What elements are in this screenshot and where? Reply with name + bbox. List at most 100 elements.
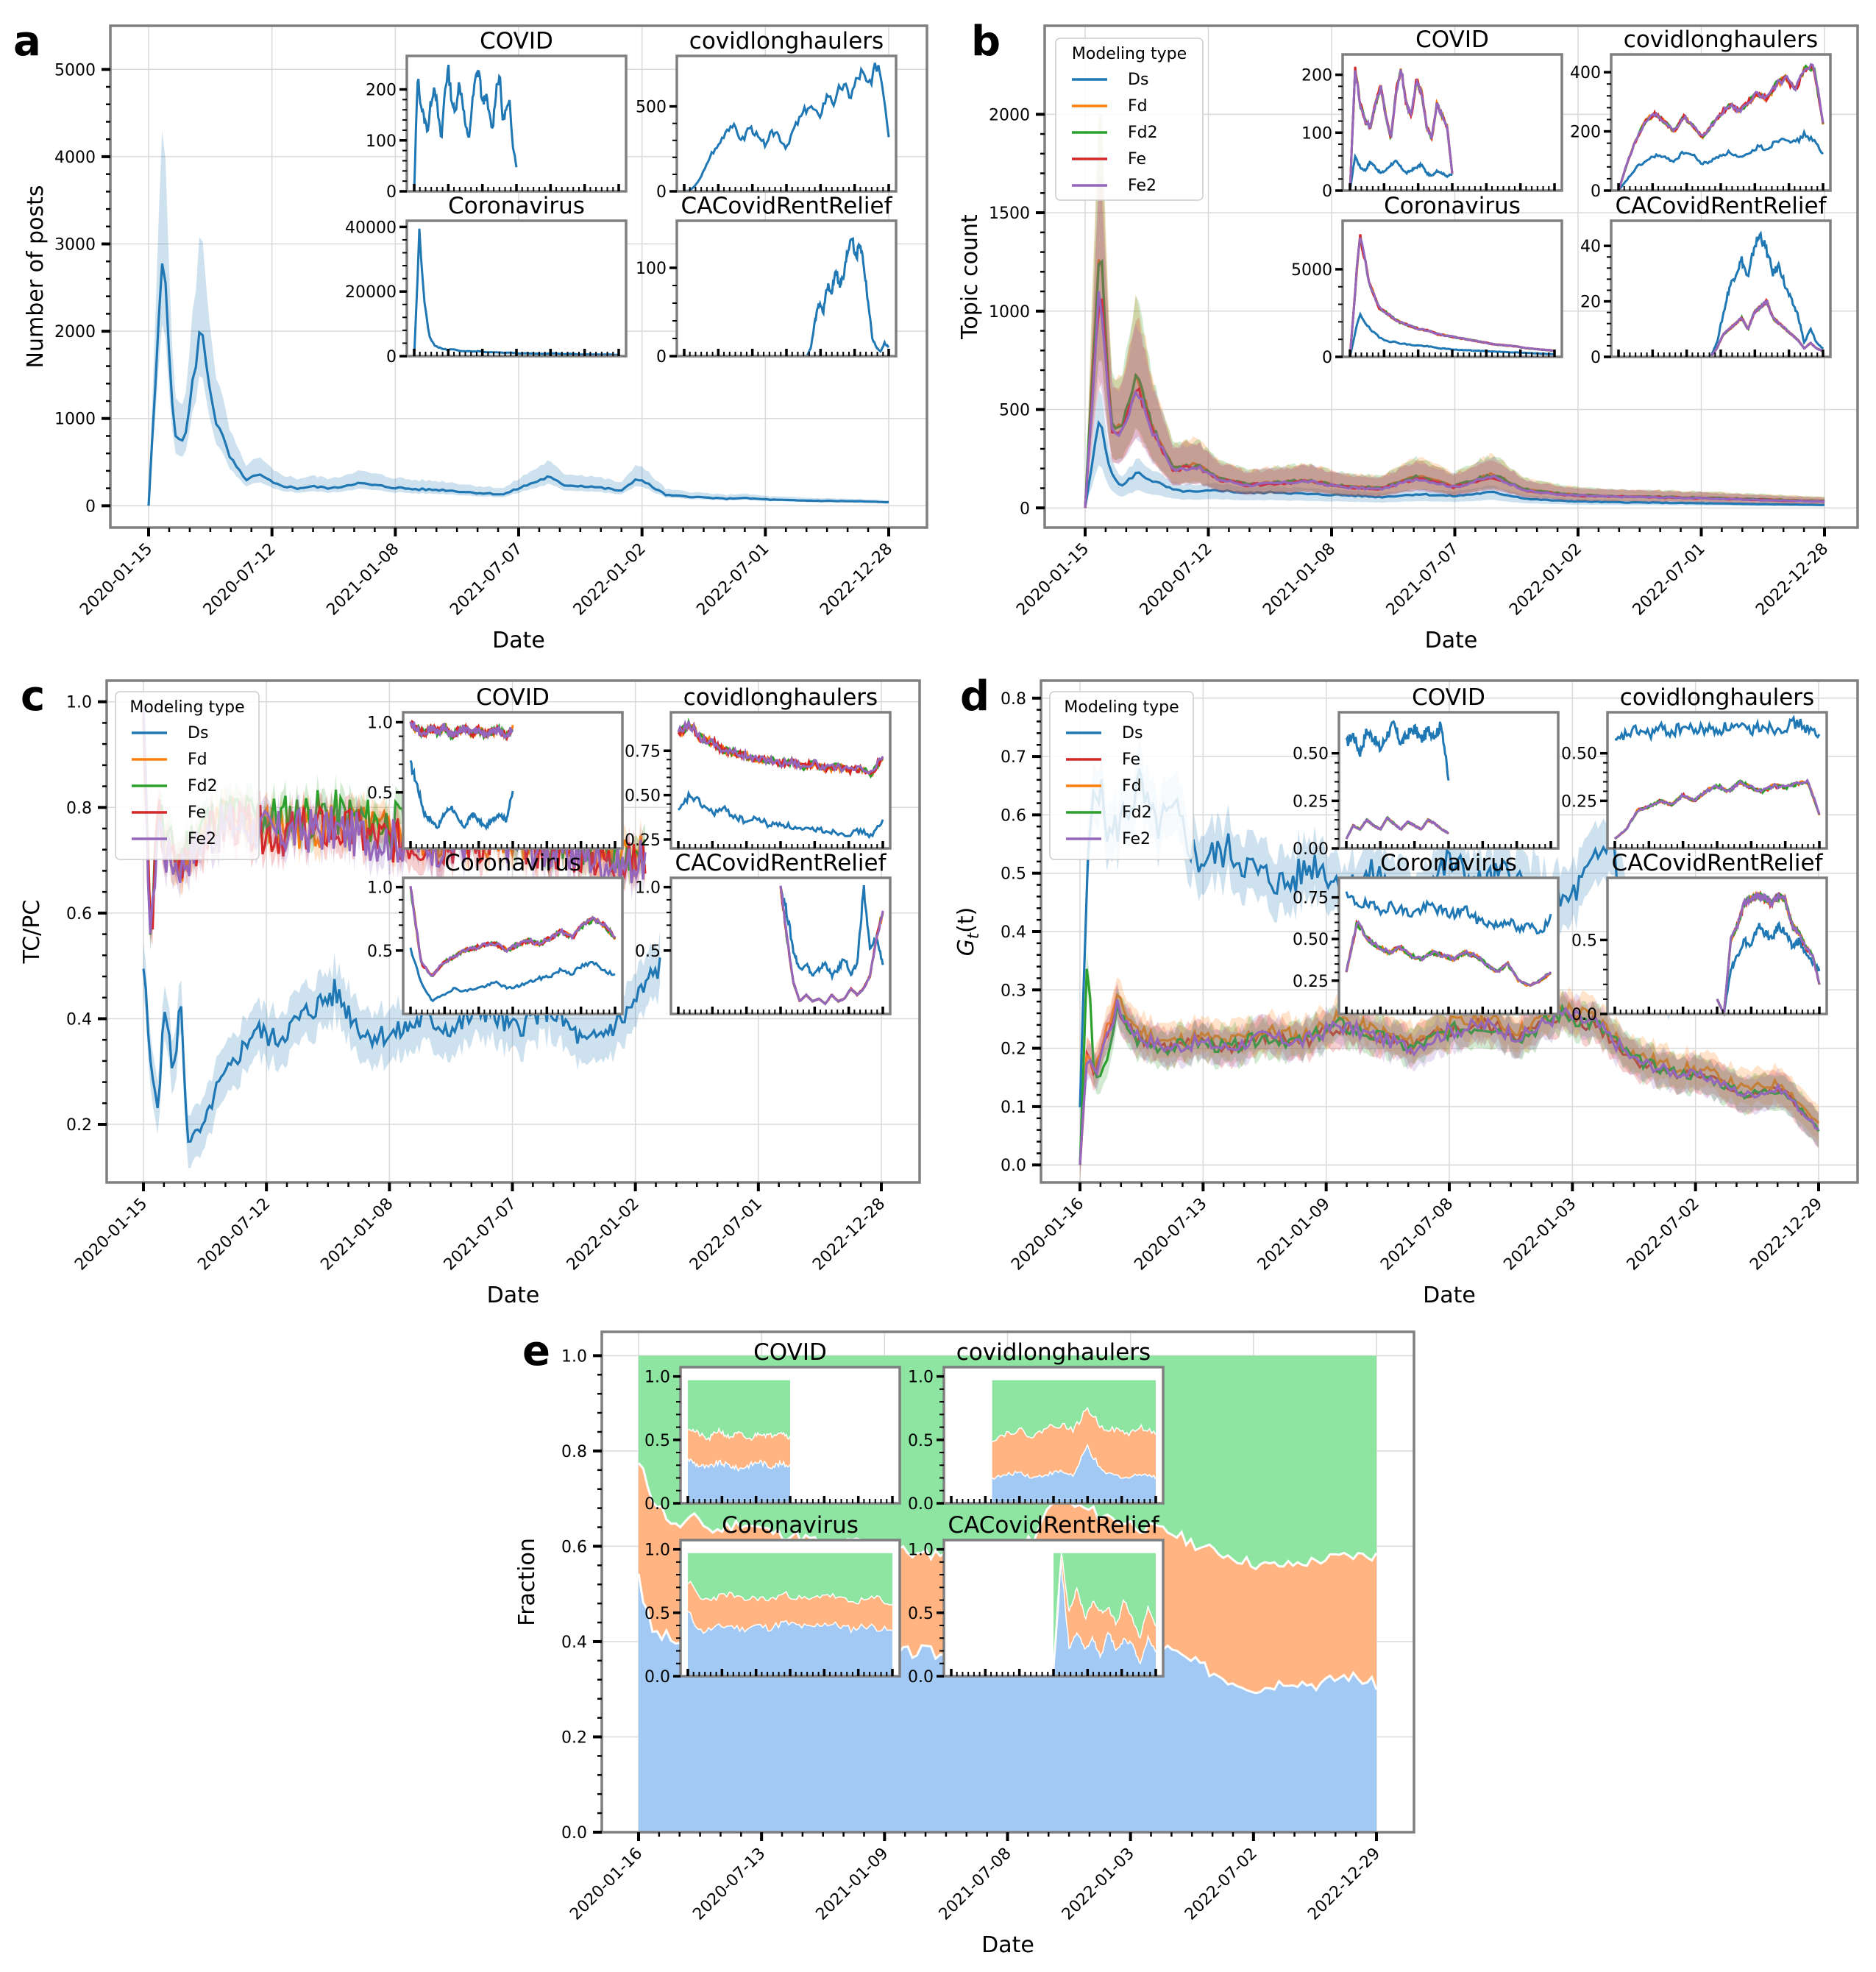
area-blue (639, 1573, 1376, 1832)
inset-line-Fe2 (1349, 68, 1454, 191)
ytick-label: 0.3 (1001, 982, 1026, 1000)
legend-entry-Ds: Ds (188, 724, 208, 742)
inset-title: COVID (476, 684, 550, 711)
inset-ytick-label: 0.00 (1293, 840, 1329, 859)
inset-area-blue (688, 1611, 892, 1676)
inset-covid: COVID 0 100 200 (366, 28, 628, 202)
inset-area-border (1053, 1553, 1156, 1664)
ytick-label: 0.1 (1001, 1099, 1026, 1117)
inset-line-Ds (683, 63, 890, 193)
inset-ytick-label: 0.0 (908, 1495, 934, 1514)
xtick-label: 2021-07-08 (936, 1845, 1015, 1924)
ytick-label: 3000 (54, 236, 96, 255)
inset-area-border (992, 1443, 1156, 1480)
y-axis-label-sub: t (964, 932, 982, 939)
x-axis-label: Date (492, 628, 545, 653)
ytick-label: 0.8 (561, 1443, 587, 1461)
y-axis-label: Topic count (957, 214, 983, 340)
xtick-label: 2020-01-15 (1013, 540, 1092, 620)
inset-ytick-label: 20 (1580, 294, 1601, 312)
xtick-label: 2020-07-12 (200, 540, 280, 620)
inset-ytick-label: 0.75 (1293, 890, 1329, 908)
line-Fe2 (1079, 999, 1819, 1166)
ytick-label: 0.2 (1001, 1040, 1026, 1059)
inset-ytick-label: 100 (636, 260, 667, 278)
xtick-label: 2022-07-01 (1630, 540, 1709, 620)
x-axis-label: Date (981, 1932, 1034, 1958)
ytick-label: 0 (85, 497, 96, 516)
inset-line-Fe2 (409, 885, 616, 977)
ytick-label: 0.4 (561, 1634, 587, 1652)
ytick-label: 1500 (989, 205, 1030, 223)
ytick-label: 0 (1020, 500, 1030, 518)
inset-coronavirus: Coronavirus 0 20000 40000 (345, 193, 628, 366)
inset-ytick-label: 0.5 (644, 1432, 670, 1450)
ytick-label: 1.0 (66, 694, 92, 712)
panel-letter: d (960, 673, 989, 720)
xtick-label: 2022-07-02 (1624, 1195, 1703, 1274)
inset-bg (1611, 221, 1830, 357)
xtick-label: 2021-01-08 (323, 540, 402, 620)
inset-title: COVID (480, 28, 553, 54)
legend-entry-Ds: Ds (1128, 71, 1148, 89)
legend-title: Modeling type (129, 698, 244, 717)
inset-title: Coronavirus (722, 1512, 859, 1539)
legend-entry-Fd2: Fd2 (1122, 804, 1152, 822)
legend-entry-Ds: Ds (1122, 724, 1143, 742)
inset-cacovidrentrelief: CACovidRentRelief 0.0 0.5 1.0 (908, 1512, 1165, 1687)
inset-area-green (992, 1380, 1156, 1442)
inset-title: COVID (1415, 26, 1489, 53)
inset-area-border (992, 1406, 1156, 1443)
ytick-label: 0.5 (1001, 865, 1026, 884)
inset-covidlonghaulers: covidlonghaulers 0.25 0.50 (1561, 684, 1828, 850)
line-Ds (147, 263, 889, 506)
inset-line-Ds (1345, 720, 1450, 781)
inset-ytick-label: 0.25 (1561, 792, 1597, 811)
panel-letter: b (971, 18, 1001, 65)
xtick-label: 2022-01-02 (570, 540, 650, 620)
inset-ytick-label: 0 (1322, 349, 1332, 367)
inset-coronavirus: Coronavirus 0.5 1.0 (367, 850, 624, 1015)
xtick-label: 2022-12-28 (1752, 540, 1832, 620)
plot-frame (1043, 24, 1859, 529)
inset-bg (1607, 878, 1827, 1014)
inset-line-Ds (413, 64, 518, 192)
xtick-label: 2022-12-29 (1747, 1195, 1826, 1274)
legend-entry-Fd: Fd (188, 751, 207, 769)
inset-area-green (688, 1553, 892, 1606)
y-axis-label-tail: (t) (953, 907, 979, 933)
inset-ytick-label: 100 (366, 132, 397, 151)
inset-title: COVID (753, 1339, 827, 1366)
panel-c: 2020-01-15 2020-07-12 2021-01-08 2021-07-07… (19, 673, 921, 1308)
xtick-label: 2021-01-08 (317, 1195, 397, 1274)
inset-line-Fe2 (1345, 816, 1449, 840)
inset-line-Ds (1614, 714, 1821, 742)
ytick-label: 5000 (54, 61, 96, 79)
xtick-label: 2021-07-07 (441, 1195, 520, 1274)
inset-area-border (687, 1611, 893, 1634)
inset-ytick-label: 0 (1591, 182, 1601, 201)
panel-letter: c (21, 673, 45, 720)
inset-title: Coronavirus (1384, 193, 1521, 219)
inset-area-border (687, 1581, 893, 1606)
ytick-label: 0.8 (66, 799, 92, 817)
xtick-label: 2022-07-01 (693, 540, 772, 620)
inset-covidlonghaulers: covidlonghaulers 0.0 0.5 1.0 (908, 1339, 1165, 1514)
inset-title: covidlonghaulers (1624, 26, 1818, 53)
inset-bg (1611, 54, 1830, 191)
inset-ytick-label: 5000 (1291, 261, 1332, 280)
band-Fd (1080, 977, 1819, 1182)
ytick-label: 0.0 (561, 1824, 587, 1842)
inset-ytick-label: 0.5 (367, 943, 393, 961)
xtick-label: 2022-12-29 (1304, 1845, 1384, 1924)
xtick-label: 2020-01-15 (77, 540, 156, 620)
y-axis-label: Number of posts (23, 185, 49, 369)
inset-ytick-label: 1.0 (908, 1369, 934, 1387)
xtick-label: 2022-07-01 (686, 1195, 766, 1274)
panel-d: 2020-01-16 2020-07-13 2021-01-09 2021-07-08… (953, 673, 1859, 1308)
inset-line-Fe2 (677, 719, 884, 775)
inset-ytick-label: 400 (1570, 64, 1601, 82)
inset-ytick-label: 0.25 (1293, 792, 1329, 811)
y-axis-label: Fraction (514, 1538, 540, 1626)
inset-area-border (687, 1458, 791, 1472)
